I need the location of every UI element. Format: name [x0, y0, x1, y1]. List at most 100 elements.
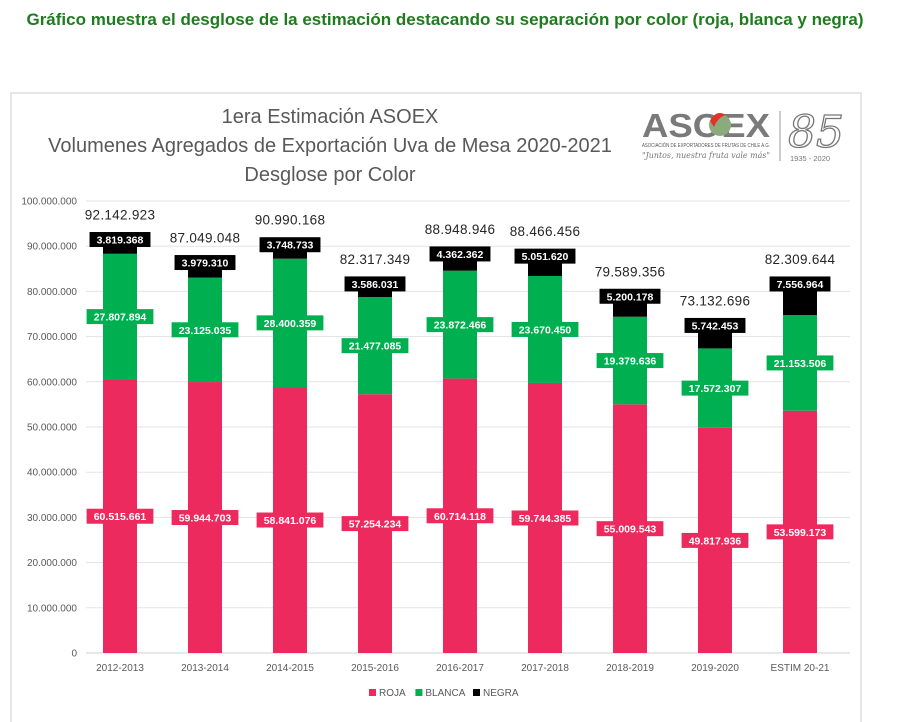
data-label-negra: 5.051.620: [522, 251, 569, 263]
y-axis-ticks: 0 10.000.000 20.000.000 30.000.000 40.000.00…: [21, 197, 77, 660]
chart-title-line-3: Desglose por Color: [244, 164, 416, 186]
data-label-bg-blanca: [426, 317, 494, 333]
chart-title-line-1: 1era Estimación ASOEX: [221, 106, 439, 128]
total-label: 88.466.456: [510, 224, 581, 239]
data-label-bg-blanca: [256, 315, 324, 331]
data-label-bg-negra: [429, 246, 491, 262]
data-label-bg-roja: [681, 532, 749, 548]
x-tick-label: 2016-2017: [436, 663, 484, 674]
y-tick-label: 10.000.000: [27, 603, 77, 614]
legend-swatch-blanca: [415, 689, 423, 696]
logo-anniversary: 85: [788, 107, 844, 158]
y-tick-label: 50.000.000: [27, 423, 77, 434]
y-tick-label: 30.000.000: [27, 513, 77, 524]
data-label-bg-blanca: [341, 338, 409, 354]
data-label-blanca: 23.670.450: [519, 324, 572, 336]
x-axis-ticks: 2012-2013 2013-2014 2014-2015 2015-2016 2016…: [96, 663, 830, 674]
data-label-bg-negra: [344, 276, 406, 292]
data-label-roja: 49.817.936: [689, 535, 742, 547]
total-label: 82.317.349: [340, 252, 411, 267]
total-label: 88.948.946: [425, 222, 496, 237]
data-label-blanca: 23.872.466: [434, 320, 487, 332]
data-label-bg-negra: [599, 288, 661, 304]
data-label-negra: 5.742.453: [692, 320, 739, 332]
data-label-negra: 7.556.964: [777, 279, 824, 291]
legend-label-negra: NEGRA: [483, 688, 519, 699]
data-label-roja: 59.944.703: [179, 513, 232, 525]
x-tick-label: 2014-2015: [266, 663, 314, 674]
total-label: 92.142.923: [85, 208, 156, 223]
asoex-logo: ASOEX ASOCIACIÓN DE EXPORTADORES DE FRUT…: [642, 106, 845, 163]
data-label-roja: 55.009.543: [604, 524, 657, 536]
data-label-roja: 60.515.661: [94, 511, 147, 523]
data-label-bg-roja: [341, 516, 409, 532]
data-labels: 60.515.661 27.807.894 3.819.368 92.142.923 5…: [85, 208, 836, 548]
y-tick-label: 20.000.000: [27, 558, 77, 569]
x-tick-label: 2013-2014: [181, 663, 229, 674]
data-label-roja: 53.599.173: [774, 527, 827, 539]
total-label: 79.589.356: [595, 264, 666, 279]
data-label-roja: 59.744.385: [519, 513, 572, 525]
y-tick-label: 60.000.000: [27, 377, 77, 388]
legend: ROJA BLANCA NEGRA: [369, 688, 519, 699]
data-label-bg-negra: [174, 255, 236, 271]
data-label-bg-roja: [426, 508, 494, 524]
y-tick-label: 100.000.000: [21, 197, 77, 208]
data-label-blanca: 19.379.636: [604, 356, 657, 368]
data-label-negra: 4.362.362: [437, 249, 484, 261]
data-label-bg-negra: [89, 232, 151, 248]
total-label: 87.049.048: [170, 231, 241, 246]
data-label-blanca: 23.125.035: [179, 325, 232, 337]
logo-slogan: "Juntos, nuestra fruta vale más": [642, 151, 770, 160]
legend-swatch-roja: [369, 689, 376, 696]
data-label-blanca: 27.807.894: [94, 312, 147, 324]
data-label-bg-negra: [769, 276, 831, 292]
legend-swatch-negra: [473, 689, 480, 696]
chart-title: 1era Estimación ASOEX Volumenes Agregado…: [20, 103, 640, 190]
data-label-bg-roja: [171, 510, 239, 526]
total-label: 82.309.644: [765, 252, 836, 267]
data-label-bg-blanca: [681, 380, 749, 396]
data-label-bg-negra: [514, 248, 576, 264]
data-label-bg-roja: [256, 512, 324, 528]
logo-brand-text: ASOEX: [642, 107, 770, 144]
data-label-bg-roja: [596, 521, 664, 537]
data-label-bg-blanca: [596, 353, 664, 369]
data-label-blanca: 28.400.359: [264, 318, 317, 330]
logo-subtitle: ASOCIACIÓN DE EXPORTADORES DE FRUTAS DE …: [642, 142, 770, 149]
logo-grape-leaf-icon: [709, 113, 731, 136]
data-label-negra: 3.748.733: [267, 240, 314, 252]
chart-title-line-2: Volumenes Agregados de Exportación Uva d…: [48, 135, 612, 157]
data-label-bg-negra: [259, 237, 321, 253]
data-label-bg-blanca: [511, 321, 579, 337]
x-tick-label: 2015-2016: [351, 663, 399, 674]
y-tick-label: 80.000.000: [27, 287, 77, 298]
data-label-bg-negra: [684, 317, 746, 333]
data-label-roja: 58.841.076: [264, 515, 317, 527]
data-label-roja: 57.254.234: [349, 519, 402, 531]
legend-label-blanca: BLANCA: [425, 688, 465, 699]
y-tick-label: 0: [71, 649, 77, 660]
x-tick-label: 2018-2019: [606, 663, 654, 674]
data-label-bg-blanca: [766, 355, 834, 371]
data-label-roja: 60.714.118: [434, 511, 486, 523]
data-label-blanca: 17.572.307: [689, 383, 742, 395]
data-label-bg-roja: [511, 510, 579, 526]
data-label-negra: 5.200.178: [607, 291, 654, 303]
x-tick-label: 2017-2018: [521, 663, 569, 674]
data-label-negra: 3.979.310: [182, 258, 229, 270]
y-tick-label: 70.000.000: [27, 332, 77, 343]
x-tick-label: 2019-2020: [691, 663, 739, 674]
data-label-bg-roja: [766, 524, 834, 540]
data-label-blanca: 21.477.085: [349, 341, 402, 353]
page-caption: Gráfico muestra el desglose de la estima…: [26, 10, 864, 29]
legend-label-roja: ROJA: [379, 688, 406, 699]
data-label-bg-roja: [86, 508, 154, 524]
data-label-negra: 3.819.368: [97, 235, 144, 247]
y-tick-label: 90.000.000: [27, 242, 77, 253]
y-tick-label: 40.000.000: [27, 468, 77, 479]
data-label-negra: 3.586.031: [352, 279, 399, 291]
data-label-bg-blanca: [86, 309, 154, 325]
x-tick-label: ESTIM 20-21: [771, 663, 830, 674]
